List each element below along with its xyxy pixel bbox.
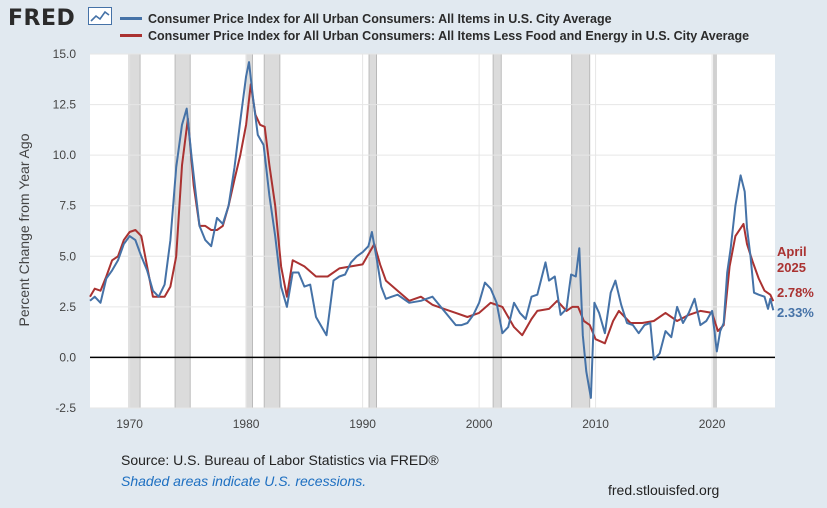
- x-tick-label-4: 2010: [582, 417, 609, 431]
- y-tick-label-1: 12.5: [53, 98, 77, 112]
- chart-area: 15.0 12.5 10.0 7.5 5.0 2.5 0.0 -2.5 1970 1980 1990…: [53, 47, 775, 431]
- y-tick-label-3: 7.5: [59, 199, 76, 213]
- x-tick-label-1: 1980: [233, 417, 260, 431]
- series-line-all-items: [89, 61, 775, 399]
- site-url[interactable]: fred.stlouisfed.org: [608, 482, 720, 498]
- recession-band-7: [713, 53, 717, 409]
- latest-all-items-value: 2.33%: [777, 305, 814, 320]
- y-tick-label-5: 2.5: [59, 300, 76, 314]
- x-tick-label-0: 1970: [116, 417, 143, 431]
- legend-swatch-core: [120, 34, 142, 37]
- x-tick-label-3: 2000: [466, 417, 493, 431]
- latest-date-line1: April: [777, 244, 807, 259]
- y-tick-label-7: -2.5: [55, 401, 76, 415]
- recession-band-2: [245, 53, 253, 409]
- legend-label-all-items: Consumer Price Index for All Urban Consu…: [148, 11, 612, 26]
- series-line-core: [89, 83, 775, 345]
- source-note: Source: U.S. Bureau of Labor Statistics …: [121, 452, 439, 468]
- plot-background: [90, 54, 775, 408]
- y-tick-label-4: 5.0: [59, 249, 76, 263]
- x-tick-label-5: 2020: [699, 417, 726, 431]
- legend-swatch-all-items: [120, 17, 142, 20]
- recession-band-5: [492, 53, 502, 409]
- chart-legend: Consumer Price Index for All Urban Consu…: [120, 10, 749, 44]
- latest-date-line2: 2025: [777, 260, 806, 275]
- legend-label-core: Consumer Price Index for All Urban Consu…: [148, 28, 750, 43]
- y-tick-label-6: 0.0: [59, 350, 76, 364]
- recession-band-6: [571, 53, 591, 409]
- x-tick-label-2: 1990: [349, 417, 376, 431]
- y-tick-label-2: 10.0: [53, 148, 77, 162]
- recession-note: Shaded areas indicate U.S. recessions.: [121, 473, 367, 489]
- line-chart-icon: [88, 7, 112, 25]
- legend-item-all-items[interactable]: Consumer Price Index for All Urban Consu…: [120, 10, 749, 27]
- y-tick-label-0: 15.0: [53, 47, 77, 61]
- recession-band-4: [368, 53, 377, 409]
- fred-logo[interactable]: FRED: [8, 6, 76, 31]
- latest-core-value: 2.78%: [777, 285, 814, 300]
- legend-item-core[interactable]: Consumer Price Index for All Urban Consu…: [120, 27, 749, 44]
